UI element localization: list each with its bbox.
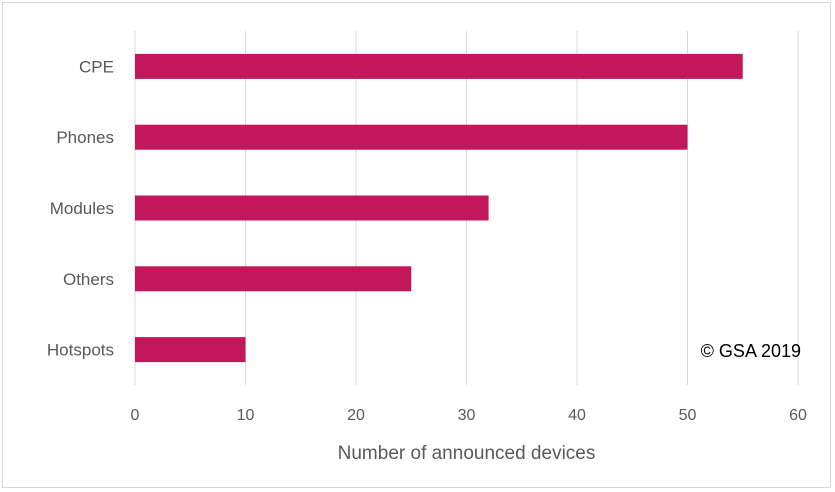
x-tick-label: 40 — [568, 407, 586, 424]
x-tick-labels: 0 10 20 30 40 50 60 — [131, 407, 807, 424]
x-tick-label: 50 — [679, 407, 697, 424]
bars — [135, 53, 743, 363]
bar-chart: CPE Phones Modules Others Hotspots 0 10 20 30 40… — [47, 31, 807, 464]
bar-modules — [135, 195, 489, 221]
x-tick-label: 20 — [347, 407, 365, 424]
category-label-cpe: CPE — [79, 57, 114, 76]
category-label-phones: Phones — [56, 128, 114, 147]
x-tick-label: 30 — [458, 407, 476, 424]
x-axis-title: Number of announced devices — [338, 443, 596, 464]
category-labels: CPE Phones Modules Others Hotspots — [47, 57, 114, 359]
copyright-annotation: © GSA 2019 — [701, 341, 801, 361]
bar-others — [135, 266, 412, 292]
category-label-modules: Modules — [50, 199, 114, 218]
category-label-hotspots: Hotspots — [47, 341, 114, 360]
x-tick-label: 60 — [789, 407, 807, 424]
bar-cpe — [135, 53, 743, 79]
bar-hotspots — [135, 337, 246, 363]
x-tick-label: 10 — [237, 407, 255, 424]
category-label-others: Others — [63, 270, 114, 289]
x-tick-label: 0 — [131, 407, 140, 424]
bar-phones — [135, 124, 688, 150]
